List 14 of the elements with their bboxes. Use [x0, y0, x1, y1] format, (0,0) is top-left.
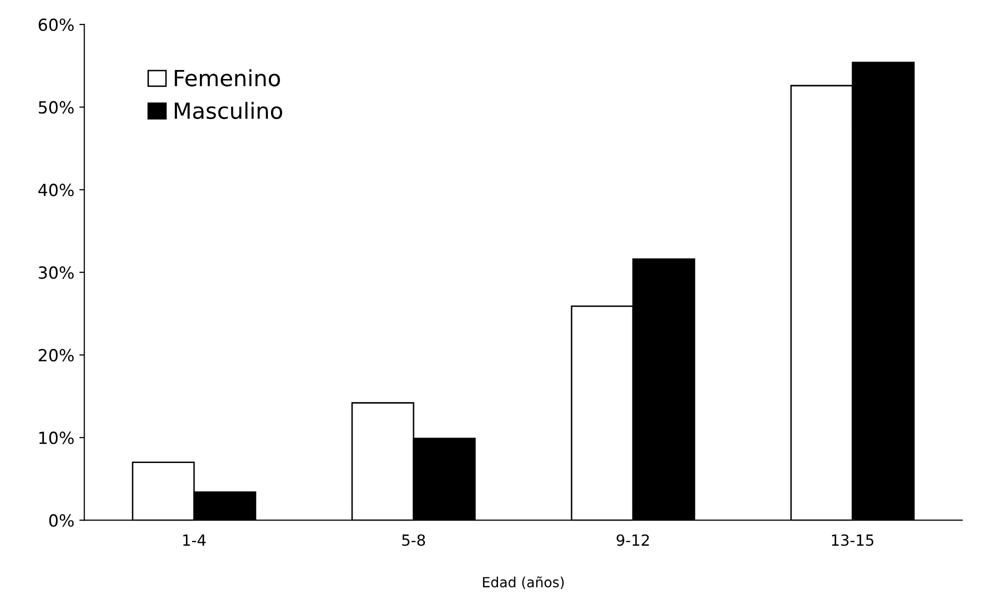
x-tick-label: 9-12	[616, 534, 649, 546]
x-tick-label: 13-15	[832, 534, 874, 546]
y-tick-label: 30%	[38, 266, 74, 279]
y-tick-label: 10%	[39, 432, 74, 444]
legend-label: Femenino	[174, 69, 280, 86]
x-tick-label: 5-8	[402, 534, 425, 546]
y-tick-label: 50%	[38, 101, 74, 114]
legend-label: Masculino	[174, 102, 282, 120]
y-tick-label: 60%	[38, 18, 74, 32]
y-tick-label: 20%	[38, 348, 74, 362]
x-tick-label: 1-4	[183, 534, 206, 546]
y-tick-label: 0%	[49, 514, 74, 527]
x-axis-title: Edad (años)	[483, 576, 564, 590]
y-tick-label: 40%	[38, 184, 74, 196]
